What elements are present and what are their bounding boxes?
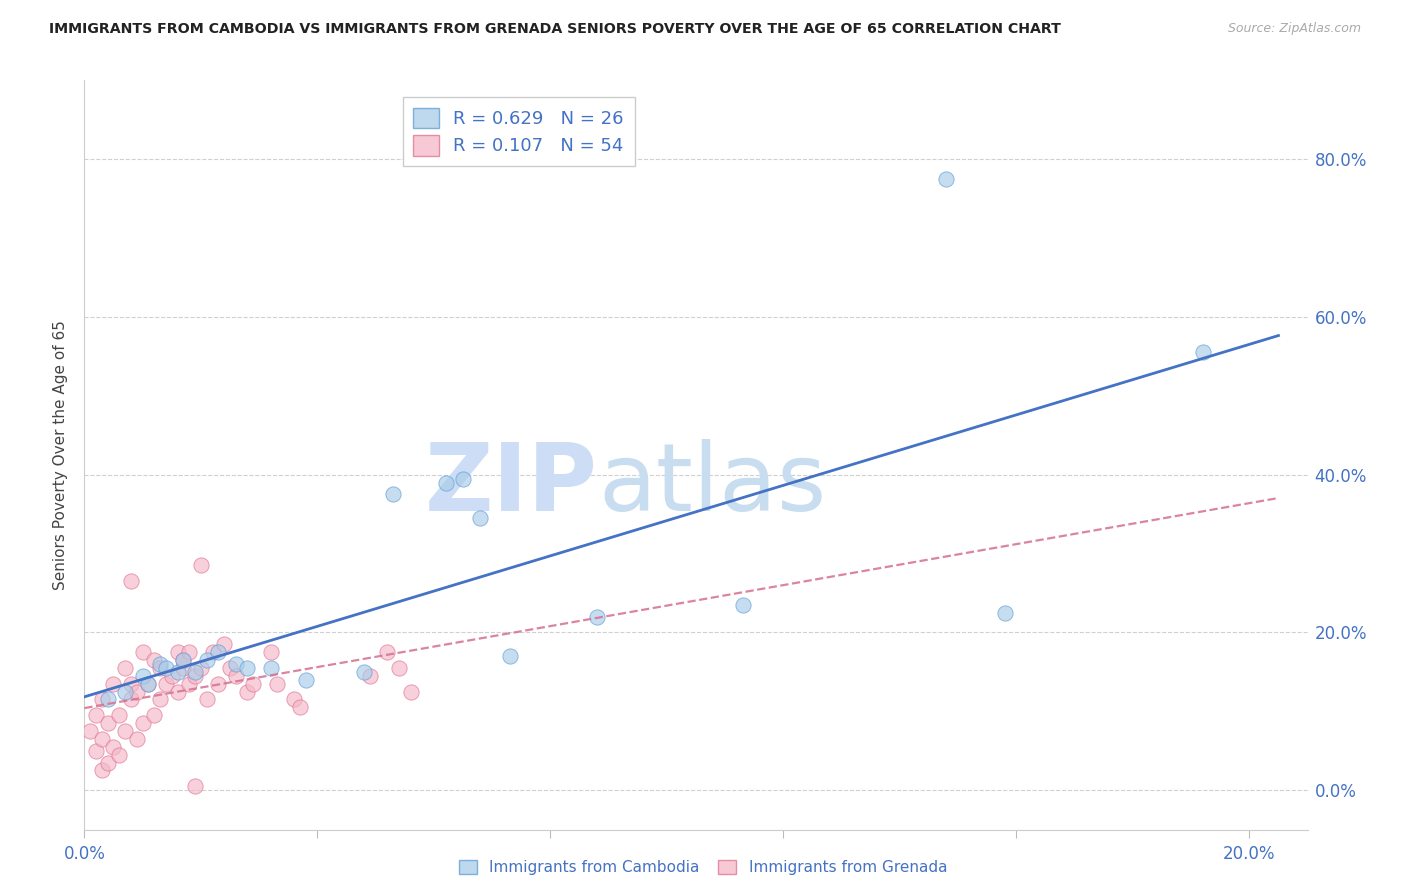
Point [586, 609, 609, 624]
Point [155, 676, 177, 690]
Point [166, 645, 188, 659]
Point [451, 472, 474, 486]
Legend: R = 0.629   N = 26, R = 0.107   N = 54: R = 0.629 N = 26, R = 0.107 N = 54 [402, 97, 634, 167]
Point [731, 598, 754, 612]
Point [283, 692, 305, 706]
Point [242, 676, 264, 690]
Point [207, 645, 229, 659]
Point [138, 676, 160, 690]
Point [195, 692, 218, 706]
Point [219, 661, 242, 675]
Point [166, 665, 188, 679]
Point [260, 661, 283, 675]
Point [114, 684, 136, 698]
Point [172, 661, 194, 675]
Point [172, 653, 194, 667]
Point [184, 669, 207, 683]
Point [84, 708, 107, 723]
Point [131, 669, 153, 683]
Point [160, 669, 183, 683]
Point [108, 747, 131, 762]
Point [120, 692, 142, 706]
Point [288, 700, 311, 714]
Point [114, 661, 136, 675]
Point [353, 665, 375, 679]
Point [138, 676, 160, 690]
Point [108, 708, 131, 723]
Point [935, 172, 957, 186]
Point [1191, 345, 1213, 359]
Point [994, 606, 1017, 620]
Point [143, 653, 166, 667]
Text: atlas: atlas [598, 439, 827, 531]
Point [90, 692, 112, 706]
Point [184, 665, 207, 679]
Point [434, 475, 457, 490]
Point [195, 653, 218, 667]
Point [179, 676, 201, 690]
Point [143, 708, 166, 723]
Point [225, 669, 247, 683]
Point [90, 764, 112, 778]
Point [294, 673, 316, 687]
Point [260, 645, 283, 659]
Point [125, 731, 148, 746]
Point [97, 692, 120, 706]
Point [90, 731, 112, 746]
Point [498, 648, 520, 663]
Point [375, 645, 398, 659]
Point [103, 676, 125, 690]
Point [399, 684, 422, 698]
Point [120, 676, 142, 690]
Point [149, 661, 172, 675]
Point [97, 716, 120, 731]
Text: Source: ZipAtlas.com: Source: ZipAtlas.com [1227, 22, 1361, 36]
Point [382, 487, 405, 501]
Point [470, 511, 492, 525]
Point [388, 661, 411, 675]
Point [120, 574, 142, 588]
Point [190, 558, 212, 573]
Point [149, 657, 172, 671]
Point [131, 716, 153, 731]
Point [207, 676, 229, 690]
Point [179, 645, 201, 659]
Point [236, 684, 259, 698]
Point [190, 661, 212, 675]
Point [266, 676, 288, 690]
Point [114, 723, 136, 738]
Point [359, 669, 381, 683]
Point [103, 739, 125, 754]
Point [84, 744, 107, 758]
Point [125, 684, 148, 698]
Point [79, 723, 101, 738]
Point [236, 661, 259, 675]
Legend: Immigrants from Cambodia, Immigrants from Grenada: Immigrants from Cambodia, Immigrants fro… [454, 855, 952, 880]
Y-axis label: Seniors Poverty Over the Age of 65: Seniors Poverty Over the Age of 65 [53, 320, 69, 590]
Point [201, 645, 224, 659]
Text: ZIP: ZIP [425, 439, 598, 531]
Point [184, 779, 207, 793]
Point [149, 692, 172, 706]
Point [155, 661, 177, 675]
Point [212, 637, 235, 651]
Point [131, 645, 153, 659]
Point [166, 684, 188, 698]
Point [172, 653, 194, 667]
Point [97, 756, 120, 770]
Point [225, 657, 247, 671]
Text: IMMIGRANTS FROM CAMBODIA VS IMMIGRANTS FROM GRENADA SENIORS POVERTY OVER THE AGE: IMMIGRANTS FROM CAMBODIA VS IMMIGRANTS F… [49, 22, 1062, 37]
